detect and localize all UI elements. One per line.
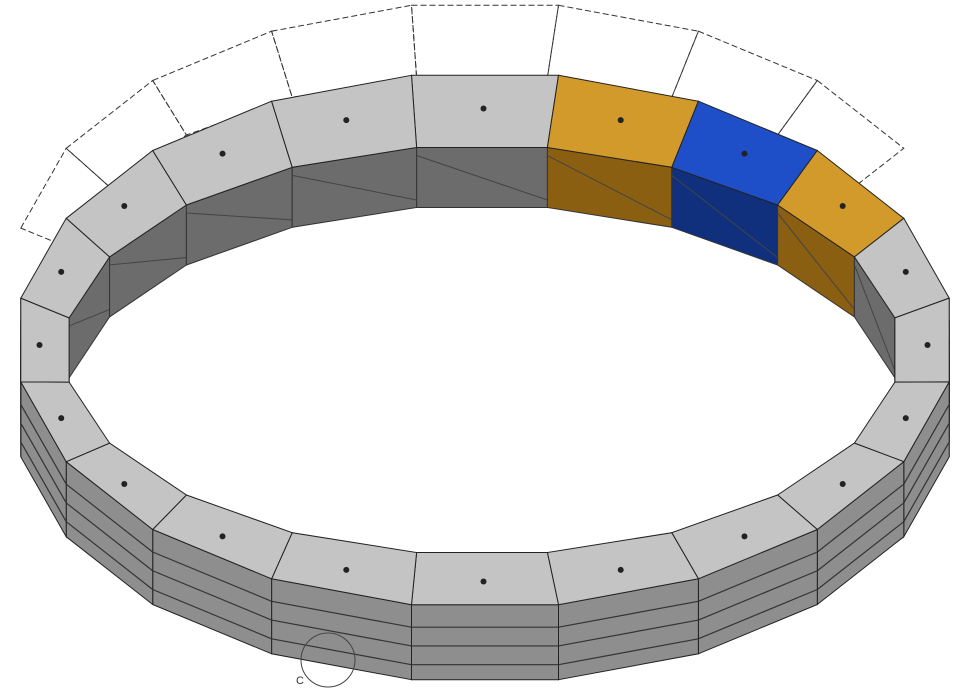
ghost-top: [270, 4, 418, 98]
wall-seam: [698, 570, 818, 621]
bolt-hole: [617, 117, 624, 124]
bolt-hole: [480, 105, 487, 112]
bolt-hole: [121, 481, 128, 488]
wall-seam: [65, 502, 154, 572]
truss-brace: [416, 155, 548, 201]
wall-seam: [903, 404, 950, 485]
wall-seam: [271, 600, 412, 628]
bolt-hole: [36, 342, 43, 348]
outer-wall: [411, 604, 559, 681]
truss-brace: [671, 174, 778, 258]
wall-seam: [903, 441, 950, 522]
bolt-hole: [219, 150, 226, 157]
truss-brace: [186, 212, 293, 221]
ghost-top: [151, 30, 293, 136]
wall-seam: [20, 441, 67, 522]
wall-seam: [20, 404, 67, 485]
bolt-hole: [480, 578, 487, 585]
truss-brace: [292, 174, 417, 201]
bolt-hole: [924, 342, 931, 348]
detail-circle: [300, 632, 356, 688]
wall-seam: [558, 619, 699, 647]
wall-seam: [816, 483, 905, 553]
bolt-hole: [741, 150, 748, 157]
wall-seam: [152, 588, 272, 640]
bolt-hole: [58, 415, 65, 422]
wall-seam: [65, 483, 154, 553]
truss-brace: [547, 155, 672, 221]
wall-seam: [271, 619, 412, 647]
wall-seam: [698, 588, 818, 640]
wall-seam: [271, 638, 412, 666]
truss-brace: [109, 257, 187, 266]
bolt-hole: [902, 268, 909, 275]
wall-seam: [816, 502, 905, 572]
bolt-hole: [902, 415, 909, 422]
wall-seam: [558, 638, 699, 666]
bolt-hole: [839, 481, 846, 488]
ghost-top: [671, 30, 819, 136]
truss-brace: [68, 308, 110, 327]
wall-seam: [20, 422, 67, 504]
wall-seam: [698, 551, 818, 602]
top-faces: [19, 74, 951, 606]
truss-brace: [777, 212, 855, 310]
top-face: [410, 552, 560, 606]
outer-walls: [20, 298, 950, 681]
wall-seam: [152, 570, 272, 621]
bolt-hole: [741, 533, 748, 540]
wall-seam: [816, 521, 905, 590]
wall-seam: [903, 422, 950, 504]
bolt-hole: [343, 117, 350, 124]
detail-label: C: [296, 675, 304, 687]
bolt-hole: [219, 533, 226, 540]
bolt-hole: [58, 268, 65, 275]
ghost-top: [546, 4, 700, 98]
wall-seam: [558, 600, 699, 628]
top-face: [410, 74, 560, 148]
wall-seam: [65, 521, 154, 590]
bolt-hole: [839, 202, 846, 209]
bolt-hole: [343, 566, 350, 573]
wall-seam: [152, 551, 272, 602]
ghost-top: [410, 4, 560, 78]
bolt-hole: [121, 202, 128, 209]
truss-brace: [853, 264, 896, 371]
bolt-hole: [617, 566, 624, 573]
